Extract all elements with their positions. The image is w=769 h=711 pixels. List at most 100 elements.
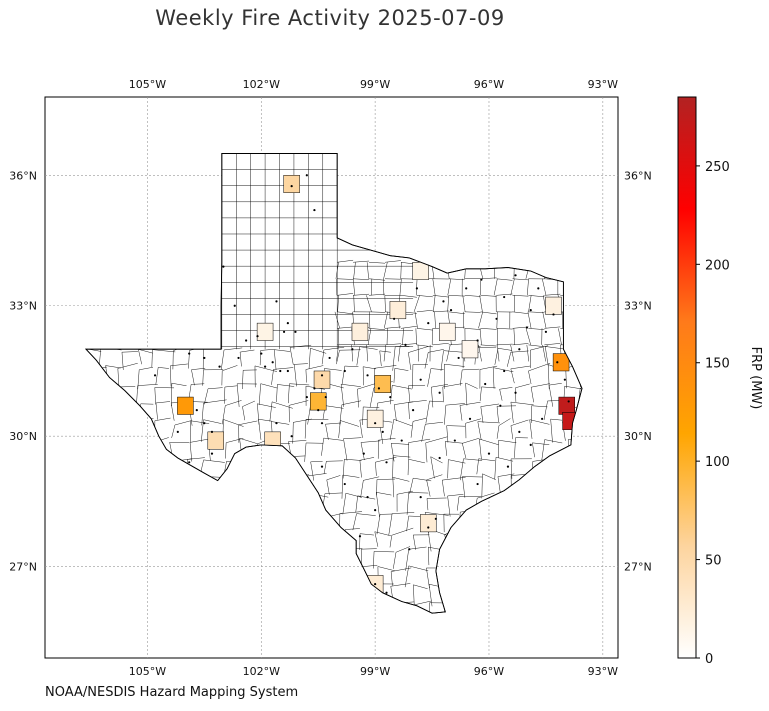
county-line [542, 344, 546, 362]
fire-detection-point [503, 295, 506, 299]
county-line [393, 546, 411, 569]
fire-detection-point [290, 435, 293, 438]
county-line [392, 476, 410, 498]
county-line [190, 420, 210, 443]
county-line [498, 439, 517, 458]
fire-detection-point [552, 313, 555, 316]
fire-detection-point [453, 439, 456, 442]
fire-detection-point [305, 174, 308, 177]
fire-detection-point [275, 300, 278, 303]
county-line [426, 497, 447, 511]
county-line [496, 293, 513, 296]
county-line [117, 363, 138, 389]
fire-detection-point [567, 400, 570, 403]
county-line [335, 262, 339, 279]
county-line [366, 262, 369, 279]
county-line [271, 367, 294, 385]
county-fire-intensity [412, 262, 429, 280]
county-line [548, 383, 562, 407]
county-line [525, 328, 531, 345]
county-fire-intensity [207, 431, 224, 450]
county-line [342, 492, 362, 515]
county-line [512, 326, 529, 329]
county-line [353, 278, 370, 280]
county-line [459, 368, 480, 386]
lat-tick-label-left: 36°N [9, 169, 37, 182]
county-line [326, 475, 341, 495]
county-line [510, 365, 531, 384]
county-line [447, 278, 452, 296]
county-line [337, 295, 339, 312]
county-line [410, 418, 427, 438]
county-line [360, 548, 377, 566]
fire-detection-point [465, 287, 468, 290]
county-line [531, 405, 548, 423]
data-source-credit: NOAA/NESDIS Hazard Mapping System [45, 685, 299, 700]
county-line [530, 383, 550, 403]
fire-detection-point [537, 287, 540, 290]
county-line [476, 458, 495, 475]
county-fire-intensity [366, 409, 384, 428]
county-line [369, 262, 386, 264]
fire-detection-point [271, 361, 274, 364]
county-line [338, 328, 340, 345]
county-line [561, 311, 564, 329]
county-fire-intensity [256, 322, 274, 341]
county-line [408, 400, 427, 420]
county-line [416, 328, 433, 331]
county-line [542, 278, 547, 296]
lat-tick-label-left: 33°N [9, 300, 37, 313]
colorbar-tick-label: 0 [705, 652, 713, 667]
lon-tick-label-top: 105°W [129, 78, 166, 91]
county-line [528, 344, 545, 347]
county-line [369, 278, 386, 281]
county-line [353, 278, 355, 296]
county-line [400, 325, 417, 329]
county-line [392, 346, 410, 371]
county-line [336, 349, 361, 365]
county-line [340, 383, 361, 407]
fire-detection-point [366, 374, 369, 377]
county-line [304, 442, 324, 462]
lon-tick-label-top: 99°W [360, 78, 390, 91]
lon-tick-label-top: 93°W [588, 78, 618, 91]
fire-detection-point [541, 417, 544, 420]
fire-detection-point [317, 409, 320, 412]
county-line [374, 531, 392, 547]
county-line [479, 328, 482, 345]
lat-tick-label-right: 36°N [624, 169, 652, 182]
county-line [496, 311, 498, 329]
county-line [337, 259, 354, 263]
county-line [257, 403, 276, 425]
county-line [402, 328, 404, 345]
fire-detection-point [503, 369, 506, 373]
fire-detection-point [389, 395, 392, 399]
county-line [337, 293, 354, 296]
county-line [480, 311, 497, 315]
fire-detection-point [203, 356, 206, 360]
fire-detection-point [362, 452, 365, 455]
fire-detection-point [245, 339, 248, 342]
county-line [434, 311, 436, 329]
county-line [430, 456, 443, 479]
county-line [321, 437, 344, 456]
county-fire-intensity [558, 396, 575, 415]
county-line [477, 421, 500, 441]
county-line [356, 346, 378, 366]
county-line [375, 492, 392, 518]
county-line [431, 384, 448, 408]
county-line [351, 344, 353, 362]
county-line [432, 278, 436, 296]
county-line [375, 456, 397, 476]
fire-detection-point [320, 422, 324, 425]
fire-detection-point [324, 395, 327, 399]
fire-detection-point [442, 300, 445, 303]
lat-tick-label-right: 27°N [624, 561, 652, 574]
county-line [337, 344, 354, 346]
county-line [510, 419, 529, 440]
county-line [528, 311, 545, 313]
county-line [137, 367, 154, 390]
county-line [444, 363, 465, 389]
county-line [429, 602, 446, 614]
